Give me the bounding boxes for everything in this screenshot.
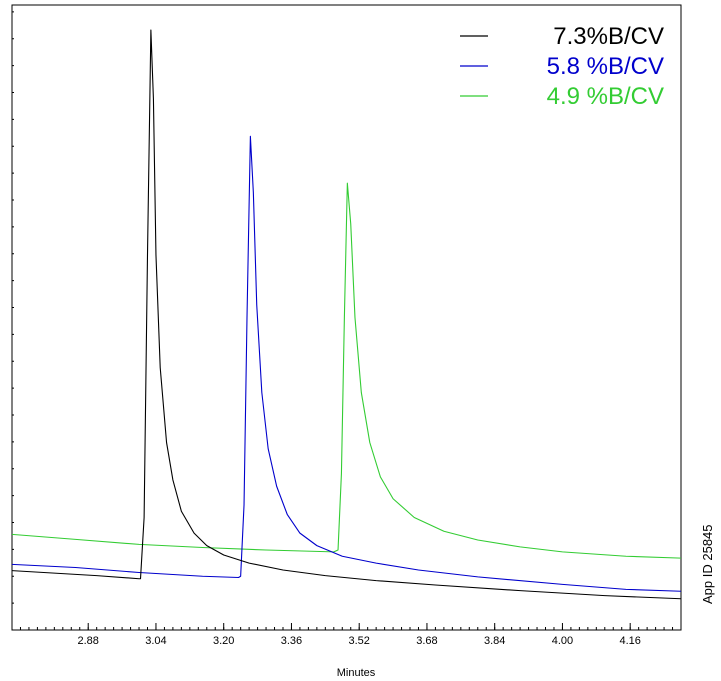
x-axis-title: Minutes — [337, 667, 376, 679]
plot-frame — [11, 4, 682, 631]
x-tick-label: 3.84 — [484, 635, 505, 647]
series-line — [11, 29, 682, 600]
y-axis-ticks — [12, 11, 14, 631]
x-tick-label: 3.36 — [281, 635, 302, 647]
app-id-note: App ID 25845 — [700, 524, 715, 604]
series-group — [11, 29, 682, 600]
legend-label: 7.3%B/CV — [553, 23, 664, 50]
series-line — [11, 182, 682, 559]
x-tick-label: 3.68 — [416, 635, 437, 647]
x-tick-label: 3.20 — [213, 635, 234, 647]
legend-label: 5.8 %B/CV — [547, 53, 664, 80]
x-tick-label: 4.16 — [619, 635, 640, 647]
x-tick-label: 2.88 — [78, 635, 99, 647]
x-tick-label: 3.04 — [145, 635, 166, 647]
x-axis-ticks: 2.88 3.04 3.20 3.36 3.52 3.68 3.84 4.00 4.16 — [78, 623, 641, 647]
series-line — [11, 135, 682, 592]
legend: 7.3%B/CV 5.8 %B/CV 4.9 %B/CV — [460, 23, 664, 110]
x-tick-label: 3.52 — [348, 635, 369, 647]
legend-label: 4.9 %B/CV — [547, 83, 664, 110]
x-tick-label: 4.00 — [552, 635, 573, 647]
